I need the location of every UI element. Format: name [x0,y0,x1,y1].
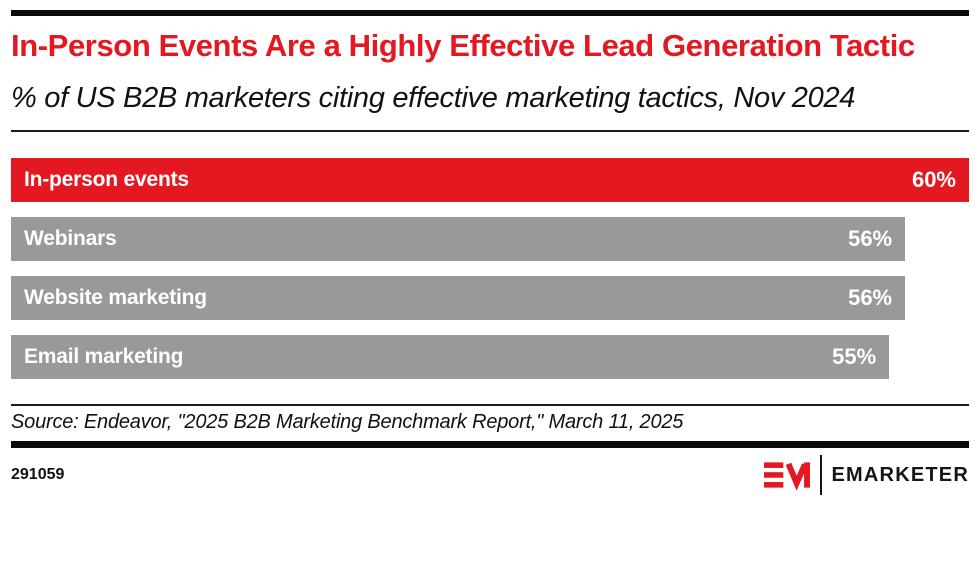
bar-value: 60% [911,167,956,192]
em-logo-icon [763,462,810,491]
bar-label: In-person events [24,168,189,191]
source-divider [11,404,969,406]
bar-label: Webinars [24,227,117,250]
chart-id: 291059 [11,466,65,483]
logo-divider [819,455,822,495]
bar-row: In-person events 60% [11,158,969,202]
bar-row: Email marketing 55% [11,335,890,379]
footer-rule [11,441,969,448]
bar-label: Website marketing [24,286,207,309]
bar-value: 56% [848,285,893,310]
bar-row: Website marketing 56% [11,276,906,320]
bar-label: Email marketing [24,345,184,368]
bar-value: 55% [832,344,877,369]
source-note: Source: Endeavor, "2025 B2B Marketing Be… [11,411,684,433]
emarketer-wordmark: EMARKETER [831,463,969,486]
bar-chart: In-person events 60% Webinars 56% Websit… [11,158,969,379]
top-rule [11,10,969,16]
header-divider [11,130,969,132]
bar-row: Webinars 56% [11,217,906,261]
chart-title: In-Person Events Are a Highly Effective … [11,28,915,63]
emarketer-logo: EMARKETER [763,455,969,495]
footer: 291059 EMARKETER [11,455,969,495]
bar-value: 56% [848,226,893,251]
chart-subtitle: % of US B2B marketers citing effective m… [11,82,856,114]
